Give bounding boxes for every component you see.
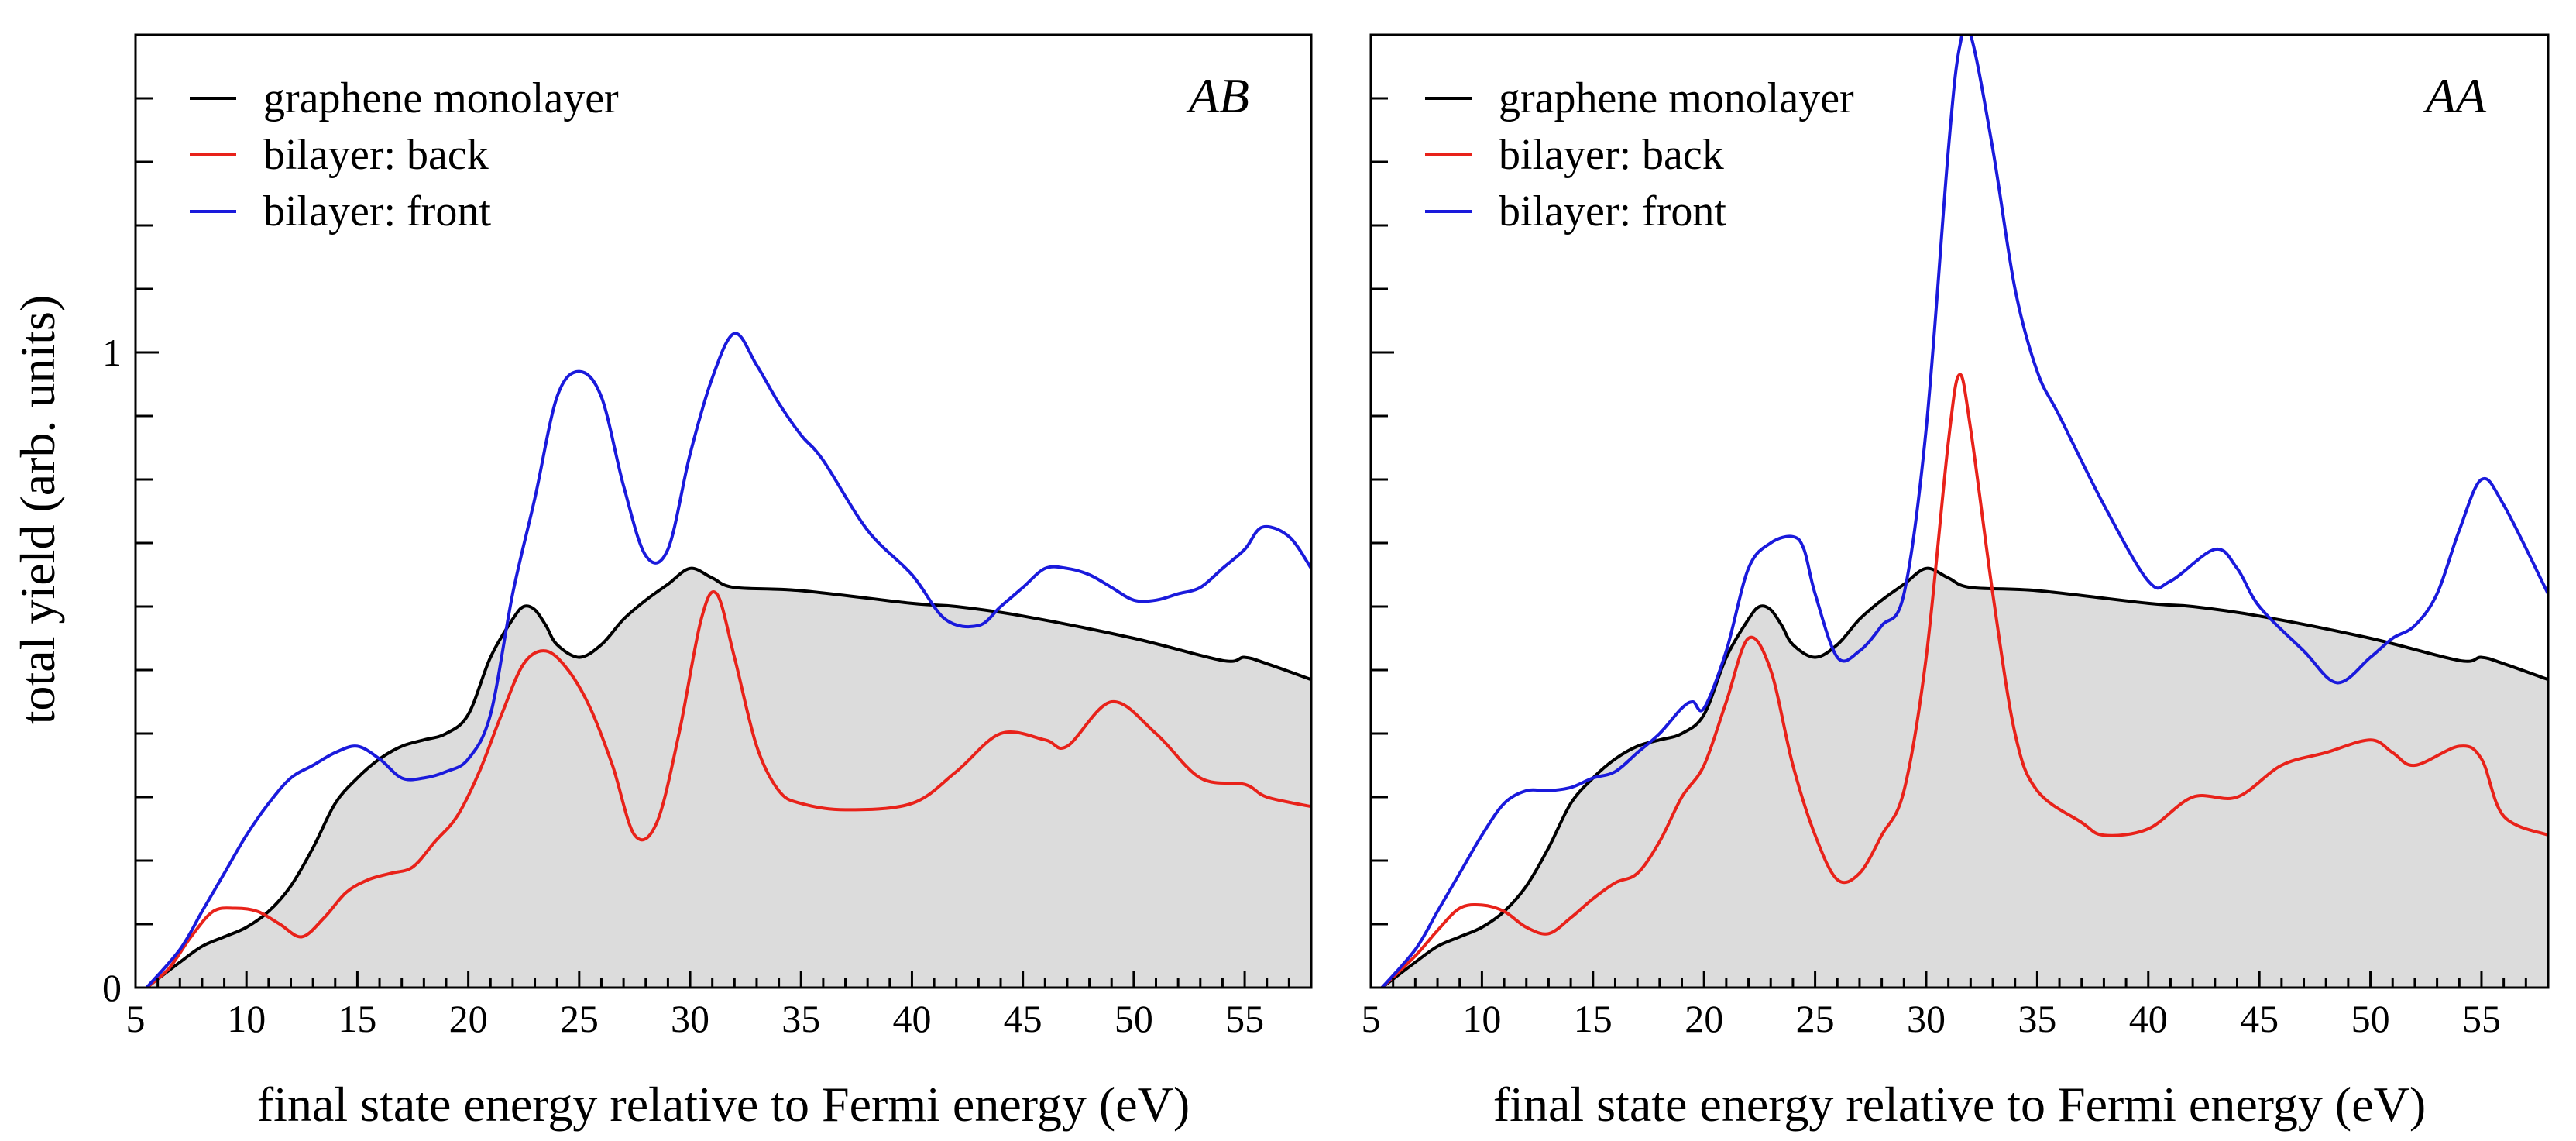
x-axis-title: final state energy relative to Fermi ene… xyxy=(1493,1077,2426,1132)
series-line-front xyxy=(1380,35,2548,988)
x-tick-label: 35 xyxy=(2018,997,2056,1040)
x-tick-label: 50 xyxy=(1115,997,1153,1040)
monolayer-fill-area xyxy=(1382,568,2548,988)
legend-label-front: bilayer: front xyxy=(1499,187,1726,235)
x-tick-label: 15 xyxy=(338,997,376,1040)
plot-area xyxy=(145,332,1311,988)
x-tick-label: 5 xyxy=(126,997,146,1040)
monolayer-fill-area xyxy=(146,568,1311,988)
x-tick-label: 45 xyxy=(2240,997,2279,1040)
x-tick-label: 30 xyxy=(1907,997,1946,1040)
x-tick-label: 15 xyxy=(1574,997,1613,1040)
x-tick-label: 5 xyxy=(1362,997,1381,1040)
series-line-monolayer xyxy=(146,566,1311,988)
y-tick-label: 0 xyxy=(102,966,122,1009)
legend-label-monolayer: graphene monolayer xyxy=(1499,74,1854,122)
x-tick-label: 50 xyxy=(2351,997,2390,1040)
x-tick-label: 40 xyxy=(892,997,931,1040)
legend: graphene monolayer bilayer: back bilayer: … xyxy=(1425,74,1854,235)
panel-label: AA xyxy=(2423,68,2487,123)
legend-label-back: bilayer: back xyxy=(1499,131,1724,179)
series-line-monolayer xyxy=(1381,566,2548,988)
x-tick-label: 35 xyxy=(781,997,820,1040)
plot-frame xyxy=(1369,33,2550,989)
legend-label-back: bilayer: back xyxy=(263,131,489,179)
legend-label-front: bilayer: front xyxy=(263,187,491,235)
x-tick-label: 10 xyxy=(227,997,266,1040)
y-tick-label: 1 xyxy=(102,331,122,374)
x-tick-label: 45 xyxy=(1004,997,1042,1040)
x-tick-label: 20 xyxy=(1685,997,1723,1040)
x-tick-label: 40 xyxy=(2129,997,2168,1040)
x-axis-title: final state energy relative to Fermi ene… xyxy=(257,1077,1190,1132)
legend: graphene monolayer bilayer: back bilayer: … xyxy=(190,74,619,235)
panel-aa: 5 10 15 20 25 30 35 40 45 50 55 final state energy … xyxy=(1362,33,2550,1132)
panel-label: AB xyxy=(1186,68,1249,123)
panel-ab: 5 10 15 20 25 30 35 40 45 50 55 0 1 final state energ… xyxy=(102,33,1313,1132)
plot-area xyxy=(1380,35,2548,988)
x-tick-label: 25 xyxy=(1796,997,1835,1040)
x-tick-label: 10 xyxy=(1462,997,1501,1040)
series-line-front xyxy=(145,332,1311,988)
x-tick-label: 55 xyxy=(1225,997,1264,1040)
plot-frame xyxy=(134,33,1313,989)
x-tick-label: 25 xyxy=(560,997,599,1040)
x-tick-label: 30 xyxy=(671,997,709,1040)
series-line-back xyxy=(146,590,1311,988)
x-tick-label: 20 xyxy=(449,997,488,1040)
legend-label-monolayer: graphene monolayer xyxy=(263,74,619,122)
y-axis-title: total yield (arb. units) xyxy=(10,295,65,725)
series-line-back xyxy=(1380,373,2548,988)
x-tick-label: 55 xyxy=(2462,997,2501,1040)
